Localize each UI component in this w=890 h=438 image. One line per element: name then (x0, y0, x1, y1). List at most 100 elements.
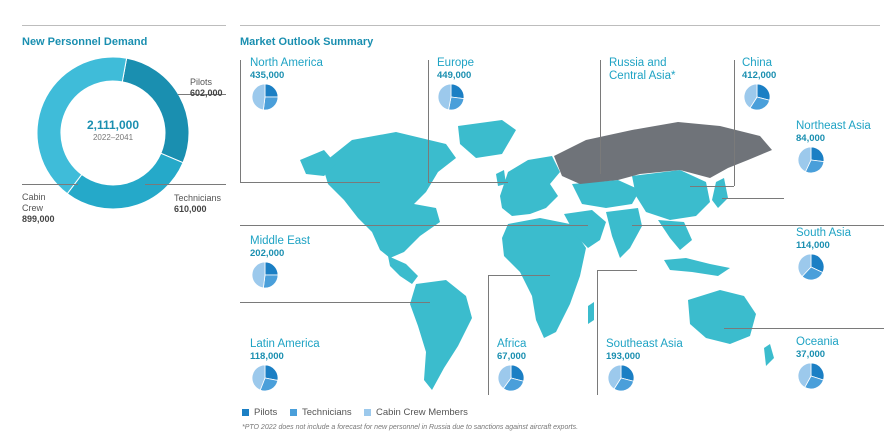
donut-center-value: 2,111,000 (86, 118, 140, 132)
map-southeast-asia (658, 220, 692, 250)
personnel-donut-chart (36, 56, 190, 210)
donut-segment-technicians (66, 152, 184, 210)
pie-slice-south-asia-0 (810, 253, 825, 274)
cabin-crew-label: Cabin Crew 899,000 (22, 192, 55, 224)
right-top-rule (240, 25, 880, 26)
map-europe (500, 156, 560, 216)
map-china (632, 170, 710, 220)
pie-slice-northeast-asia-1 (804, 159, 825, 174)
leader-northeast-asia-h (722, 198, 784, 199)
leader-north-america (240, 60, 241, 182)
pie-china (743, 83, 771, 111)
leader-china (734, 60, 735, 186)
pie-slice-china-1 (749, 96, 771, 111)
pie-slice-middle-east-0 (264, 261, 279, 276)
leader-south-asia-h (632, 225, 884, 226)
leader-russia (600, 60, 601, 174)
donut-title: New Personnel Demand (22, 36, 148, 48)
map-africa (502, 218, 586, 338)
map-australia (688, 290, 756, 344)
pie-slice-northeast-asia-0 (810, 146, 825, 163)
pie-slice-south-asia-2 (797, 253, 812, 278)
technicians-leader-line (145, 184, 226, 185)
map-alaska (300, 150, 336, 176)
region-europe: Europe 449,000 (437, 57, 475, 81)
region-russia-central-asia: Russia and Central Asia* (609, 57, 676, 82)
map-middle-east (564, 210, 606, 248)
pie-europe (437, 83, 465, 111)
region-oceania: Oceania 37,000 (796, 336, 839, 360)
region-south-asia: South Asia 114,000 (796, 227, 851, 251)
pie-slice-latin-america-2 (251, 364, 266, 391)
pie-slice-north-america-1 (262, 96, 279, 111)
map-south-asia (606, 208, 642, 258)
map-central-america (388, 256, 418, 284)
left-top-rule (22, 25, 226, 26)
pie-slice-southeast-asia-2 (607, 364, 622, 390)
leader-china-h (690, 186, 734, 187)
map-greenland (458, 120, 516, 158)
legend-technicians-swatch (290, 409, 297, 416)
map-uk (496, 170, 506, 186)
map-indonesia (664, 258, 730, 276)
region-latin-america: Latin America 118,000 (250, 338, 320, 362)
pie-slice-china-2 (743, 83, 758, 109)
map-latin-america (410, 280, 472, 390)
pie-latin-america (251, 364, 279, 392)
pie-north-america (251, 83, 279, 111)
leader-europe-h (428, 182, 508, 183)
leader-middle-east-h (240, 225, 588, 226)
map-central-asia (572, 180, 640, 208)
legend-technicians: Technicians (290, 407, 352, 418)
donut-center-sub: 2022–2041 (92, 133, 134, 142)
world-map (300, 120, 774, 390)
leader-southeast-asia-h (597, 270, 637, 271)
region-middle-east: Middle East 202,000 (250, 235, 311, 259)
pie-slice-europe-0 (450, 83, 465, 100)
leader-southeast-asia (597, 270, 598, 395)
region-china: China 412,000 (742, 57, 777, 81)
pie-slice-northeast-asia-2 (797, 146, 812, 173)
pie-slice-southeast-asia-1 (613, 377, 635, 392)
region-northeast-asia: Northeast Asia 84,000 (796, 120, 871, 144)
pilots-leader-line (178, 94, 226, 95)
region-africa: Africa 67,000 (497, 338, 527, 362)
legend-pilots: Pilots (242, 407, 277, 418)
legend-pilots-swatch (242, 409, 249, 416)
legend-cabin-crew: Cabin Crew Members (364, 407, 468, 418)
pilots-label: Pilots 602,000 (190, 77, 223, 98)
pie-slice-oceania-2 (797, 362, 812, 388)
pie-africa (497, 364, 525, 392)
map-russia (554, 122, 772, 184)
pie-south-asia (797, 253, 825, 281)
map-north-america (322, 132, 456, 258)
pie-slice-middle-east-1 (262, 274, 279, 289)
cabin-crew-leader-line (22, 184, 78, 185)
leader-europe (428, 60, 429, 182)
map-madagascar (588, 302, 594, 324)
pie-slice-north-america-0 (264, 83, 279, 98)
map-new-zealand (764, 344, 774, 366)
region-north-america: North America 435,000 (250, 57, 323, 81)
leader-latin-america (240, 302, 430, 303)
leader-africa (488, 275, 489, 395)
technicians-label: Technicians 610,000 (174, 193, 222, 214)
pie-slice-africa-1 (502, 377, 525, 392)
pie-slice-south-asia-1 (801, 266, 824, 281)
donut-segment-cabin-crew (36, 56, 128, 195)
pie-slice-europe-2 (437, 83, 452, 111)
pie-slice-north-america-2 (251, 83, 266, 111)
leader-north-america-h (240, 182, 380, 183)
region-southeast-asia: Southeast Asia 193,000 (606, 338, 683, 362)
map-title: Market Outlook Summary (240, 36, 374, 48)
pie-middle-east (251, 261, 279, 289)
footnote: *PTO 2022 does not include a forecast fo… (242, 424, 579, 431)
donut-segment-pilots (121, 57, 190, 164)
pie-oceania (797, 362, 825, 390)
pie-slice-africa-2 (497, 364, 512, 390)
pie-slice-middle-east-2 (251, 261, 266, 289)
legend-cabin-crew-swatch (364, 409, 371, 416)
pie-southeast-asia (607, 364, 635, 392)
leader-africa-h (488, 275, 550, 276)
leader-oceania (724, 328, 884, 329)
